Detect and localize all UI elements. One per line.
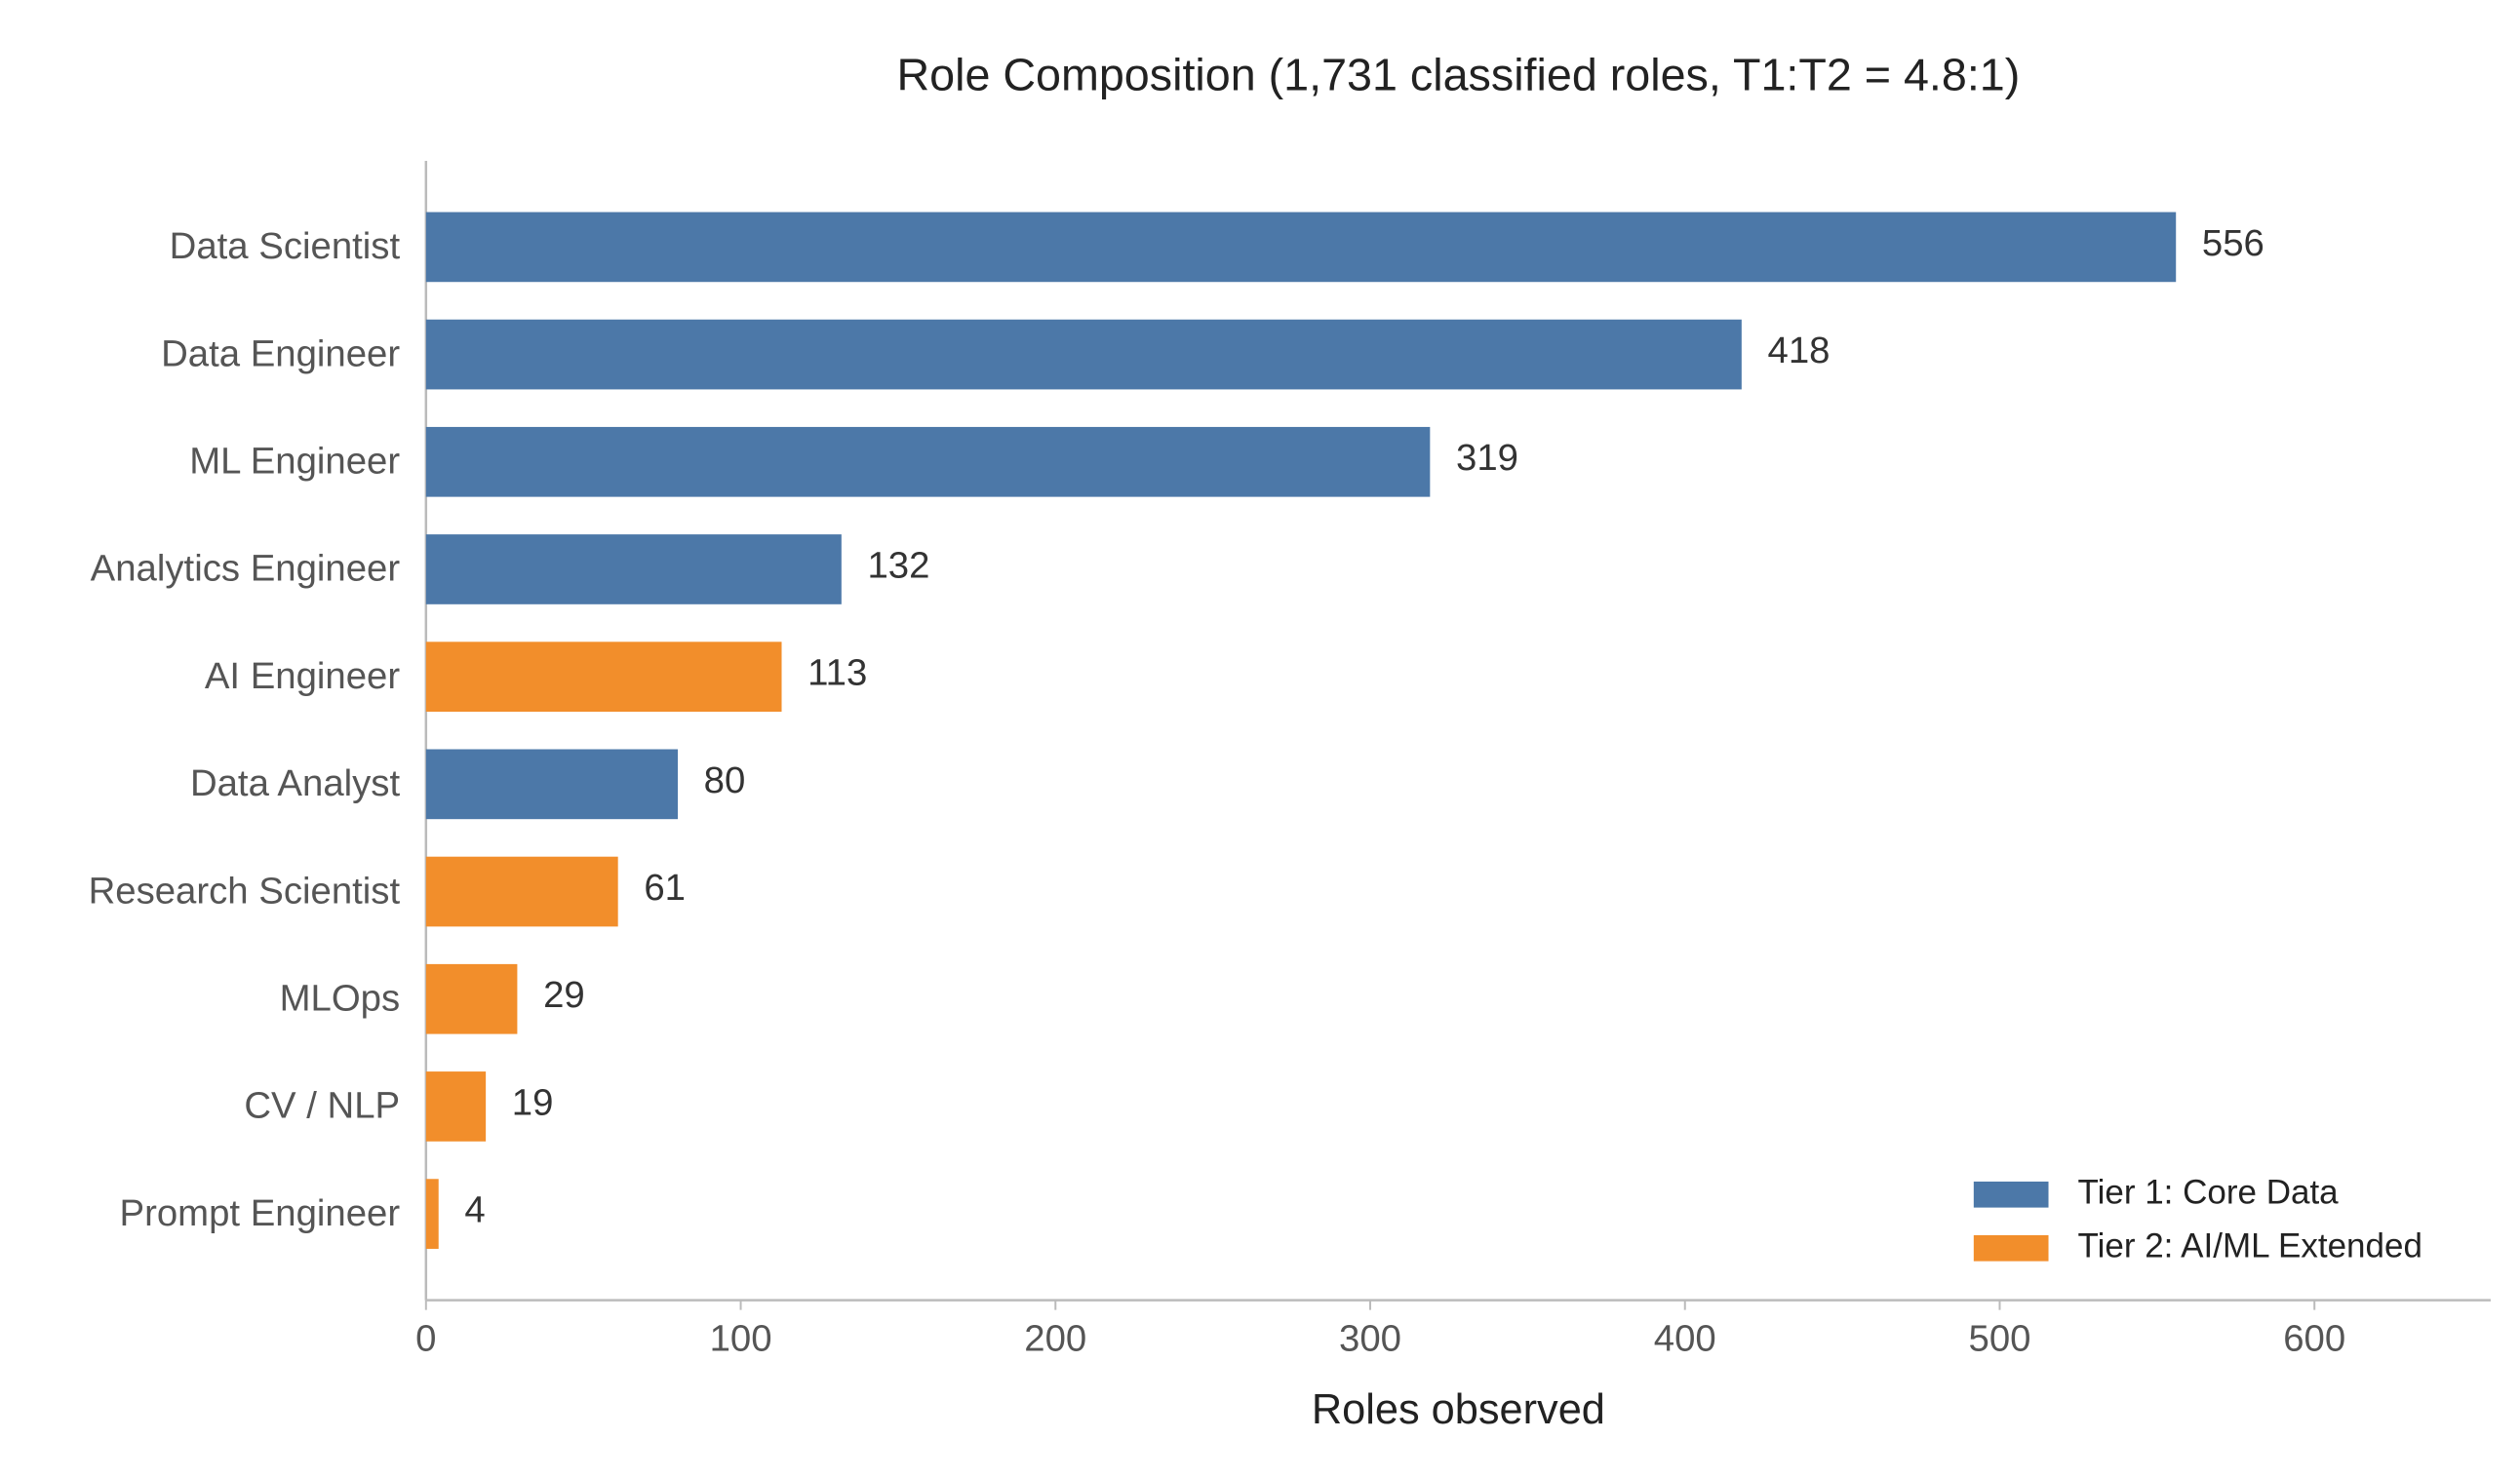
x-tick-label: 0 <box>415 1317 436 1359</box>
value-label: 556 <box>2202 222 2264 264</box>
bar <box>425 1179 439 1249</box>
bar <box>425 642 782 712</box>
bar <box>425 963 518 1034</box>
y-tick-label: MLOps <box>280 978 401 1020</box>
bar <box>425 749 678 820</box>
y-tick-label: CV / NLP <box>244 1085 400 1127</box>
value-label: 319 <box>1456 437 1518 479</box>
legend-label: Tier 2: AI/ML Extended <box>2078 1227 2422 1265</box>
x-tick-label: 600 <box>2283 1317 2345 1359</box>
y-tick-label: AI Engineer <box>205 655 401 697</box>
x-tick-label: 500 <box>1969 1317 2031 1359</box>
bar <box>425 319 1742 390</box>
y-tick-label: Prompt Engineer <box>120 1192 401 1234</box>
y-tick-label: Analytics Engineer <box>91 548 401 590</box>
y-tick-label: Data Engineer <box>161 332 400 374</box>
value-label: 113 <box>807 652 867 694</box>
value-label: 19 <box>512 1081 554 1123</box>
legend-swatch <box>1973 1181 2049 1208</box>
value-label: 61 <box>644 867 686 909</box>
x-tick-label: 400 <box>1654 1317 1716 1359</box>
value-label: 80 <box>704 759 746 801</box>
x-tick-label: 200 <box>1024 1317 1086 1359</box>
y-tick-label: Research Scientist <box>89 870 401 912</box>
bar <box>425 856 618 927</box>
bar <box>425 534 842 604</box>
value-label: 132 <box>867 544 929 586</box>
bar <box>425 212 2177 283</box>
value-label: 29 <box>543 974 585 1016</box>
chart-title: Role Composition (1,731 classified roles… <box>896 49 2020 99</box>
value-label: 418 <box>1768 330 1831 371</box>
bar <box>425 426 1431 497</box>
y-tick-label: Data Analyst <box>190 762 401 804</box>
legend-swatch <box>1973 1234 2049 1262</box>
y-tick-label: Data Scientist <box>170 225 401 267</box>
value-label: 4 <box>464 1189 485 1231</box>
x-tick-label: 100 <box>710 1317 772 1359</box>
bar <box>425 1071 487 1142</box>
x-axis-label: Roles observed <box>1312 1386 1605 1433</box>
x-tick-label: 300 <box>1339 1317 1401 1359</box>
legend-label: Tier 1: Core Data <box>2078 1174 2340 1212</box>
y-tick-label: ML Engineer <box>189 441 400 483</box>
